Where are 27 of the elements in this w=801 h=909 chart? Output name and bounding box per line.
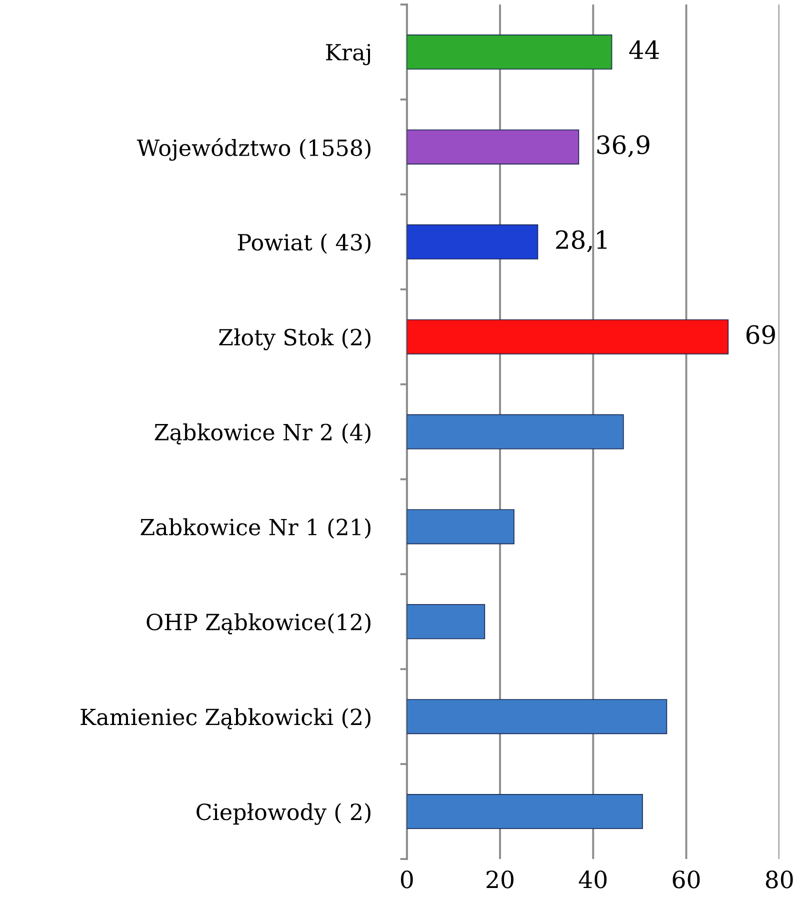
bar [406,319,729,354]
y-tick-label: Ząbkowice Nr 2 (4) [154,423,370,444]
data-label: 28,1 [556,230,607,252]
data-label: 69 [746,325,775,344]
x-tick-label: 0 [400,870,413,888]
y-tick-label: Województwo (1558) [136,138,370,161]
bar [406,604,486,640]
data-label: 44 [629,40,659,59]
y-tick-label: Powiat ( 43) [238,233,370,254]
bar [406,414,624,450]
y-tick-label: Złoty Stok (2) [219,328,370,350]
bar [406,129,580,164]
x-tick-label: 40 [578,870,607,888]
bar [406,699,668,734]
y-tick-label: Ciepłowody ( 2) [196,803,370,825]
bar [406,509,514,544]
y-tick-label: Kamieniec Ząbkowicki (2) [80,708,370,730]
bar [406,34,612,70]
y-tick-label: OHP Ząbkowice(12) [146,613,370,634]
bar [406,224,538,260]
y-tick-label: Kraj [326,44,370,66]
x-tick-label: 60 [672,870,700,888]
x-tick-label: 20 [486,870,514,888]
data-label: 36,9 [597,135,650,158]
y-tick-label: Zabkowice Nr 1 (21) [140,518,370,539]
x-tick-label: 80 [766,870,793,888]
bar [406,794,643,830]
